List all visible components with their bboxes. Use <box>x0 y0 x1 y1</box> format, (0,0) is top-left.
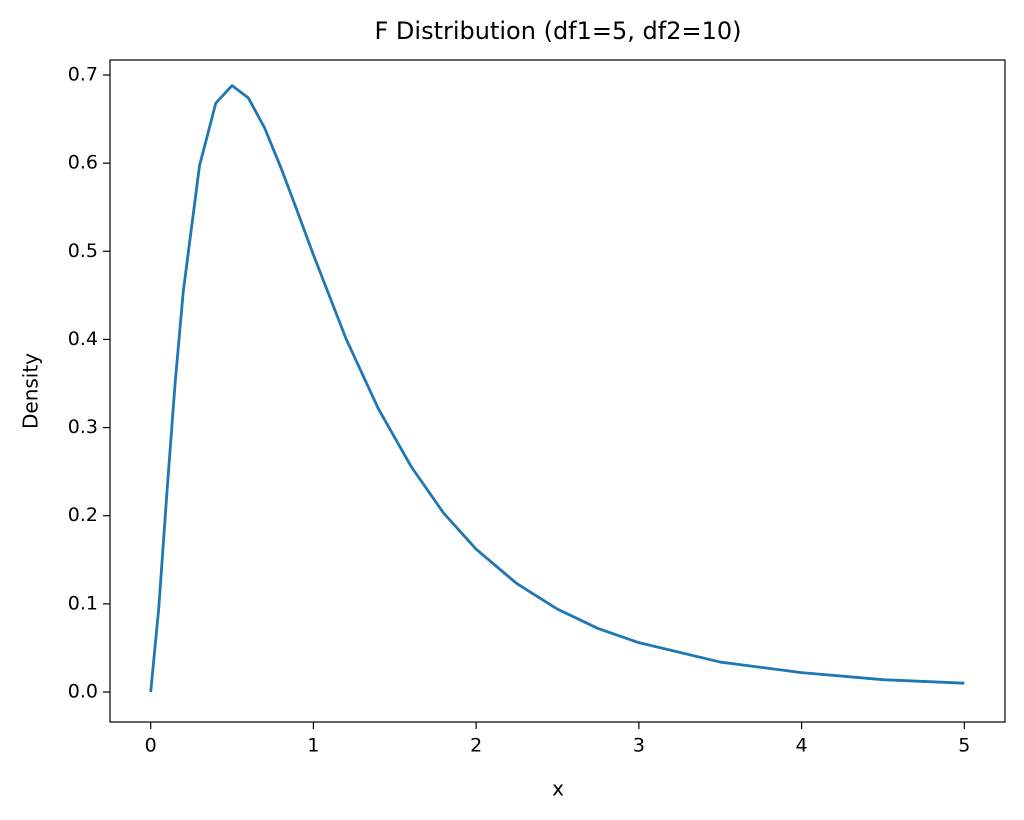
x-tick-label: 1 <box>307 735 319 757</box>
x-tick-label: 5 <box>958 735 970 757</box>
y-tick-label: 0.6 <box>68 152 98 174</box>
plot-frame <box>109 59 1006 723</box>
data-line <box>149 84 965 693</box>
x-tick-label: 0 <box>145 735 157 757</box>
y-tick-label: 0.3 <box>68 416 98 438</box>
y-tick-label: 0.7 <box>68 63 98 85</box>
y-axis-label: Density <box>19 353 43 429</box>
x-tick-label: 2 <box>470 735 482 757</box>
chart-title: F Distribution (df1=5, df2=10) <box>375 17 742 45</box>
y-tick-label: 0.1 <box>68 592 98 614</box>
x-axis-label: x <box>552 777 564 801</box>
y-tick-label: 0.5 <box>68 240 98 262</box>
x-tick-label: 3 <box>633 735 645 757</box>
y-tick-label: 0.0 <box>68 681 98 703</box>
x-tick-label: 4 <box>796 735 808 757</box>
y-tick-label: 0.4 <box>68 328 98 350</box>
y-tick-label: 0.2 <box>68 504 98 526</box>
